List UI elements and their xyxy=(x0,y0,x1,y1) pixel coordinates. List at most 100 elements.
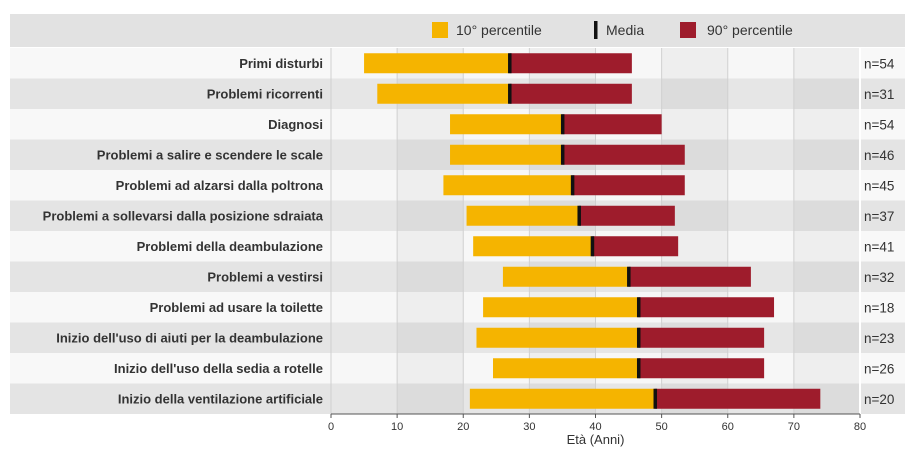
x-tick-label-0: 0 xyxy=(328,421,334,433)
mean-marker-1 xyxy=(508,53,512,74)
bar-p10-9 xyxy=(483,297,639,318)
plot-stripe xyxy=(331,200,398,231)
bar-p90-1 xyxy=(509,53,632,74)
n-label-10: n=23 xyxy=(864,331,894,346)
n-label-1: n=54 xyxy=(864,56,895,71)
plot-stripe xyxy=(793,139,860,170)
plot-stripe xyxy=(397,261,464,292)
bar-p10-2 xyxy=(377,83,510,104)
n-label-5: n=45 xyxy=(864,178,894,193)
legend-label-2: Media xyxy=(606,22,644,38)
bar-p90-11 xyxy=(638,358,765,379)
plot-stripe xyxy=(727,231,794,262)
mean-marker-5 xyxy=(570,175,575,196)
plot-stripe xyxy=(727,109,794,140)
bar-p10-12 xyxy=(469,388,656,409)
mean-marker-4 xyxy=(560,144,565,165)
plot-stripe xyxy=(661,48,728,79)
plot-stripe xyxy=(727,170,794,201)
legend-swatch-1 xyxy=(432,22,448,38)
bar-p90-5 xyxy=(572,175,685,196)
plot-stripe xyxy=(397,292,464,323)
plot-stripe xyxy=(727,200,794,231)
plot-stripe xyxy=(331,353,398,384)
plot-stripe xyxy=(793,353,860,384)
plot-stripe xyxy=(793,292,860,323)
legend-band xyxy=(10,14,905,47)
plot-stripe xyxy=(397,200,464,231)
mean-marker-2 xyxy=(508,83,512,104)
plot-stripe xyxy=(331,231,398,262)
plot-stripe xyxy=(331,109,398,140)
plot-stripe xyxy=(793,78,860,109)
bar-p90-3 xyxy=(562,114,662,135)
category-labels: Primi disturbi Problemi ricorrenti Diagnos… xyxy=(43,56,324,407)
category-label-2: Problemi ricorrenti xyxy=(207,86,323,101)
mean-marker-10 xyxy=(636,327,641,348)
plot-stripe xyxy=(727,48,794,79)
n-label-11: n=26 xyxy=(864,361,894,376)
x-tick-label-60: 60 xyxy=(722,421,734,433)
x-tick-label-20: 20 xyxy=(457,421,469,433)
legend-swatch-3 xyxy=(680,22,696,38)
plot-stripe xyxy=(331,383,398,414)
category-label-3: Diagnosi xyxy=(268,117,323,132)
mean-marker-9 xyxy=(636,297,641,318)
x-axis-title: Età (Anni) xyxy=(567,432,625,447)
category-label-1: Primi disturbi xyxy=(239,56,323,71)
plot-stripe xyxy=(793,231,860,262)
x-tick-label-70: 70 xyxy=(788,421,800,433)
bar-p10-5 xyxy=(443,175,573,196)
x-tick-label-50: 50 xyxy=(656,421,668,433)
bar-p10-4 xyxy=(450,144,563,165)
n-label-8: n=32 xyxy=(864,270,894,285)
bar-p10-11 xyxy=(493,358,639,379)
category-label-4: Problemi a salire e scendere le scale xyxy=(97,147,323,162)
mean-marker-11 xyxy=(636,358,641,379)
plot-stripe xyxy=(331,170,398,201)
mean-marker-12 xyxy=(653,388,658,409)
plot-stripe xyxy=(331,322,398,353)
plot-stripe xyxy=(661,109,728,140)
sample-size-labels: n=54 n=31 n=54 n=46 n=45 n=37 n=41 n=32 n=18 n=23… xyxy=(864,56,895,407)
category-label-10: Inizio dell'uso di aiuti per la deambula… xyxy=(56,330,323,345)
category-label-11: Inizio dell'uso della sedia a rotelle xyxy=(114,361,323,376)
x-tick-label-40: 40 xyxy=(589,421,601,433)
n-label-9: n=18 xyxy=(864,300,894,315)
plot-stripe xyxy=(331,292,398,323)
plot-stripe xyxy=(793,48,860,79)
category-label-6: Problemi a sollevarsi dalla posizione sd… xyxy=(43,208,324,223)
n-label-7: n=41 xyxy=(864,239,894,254)
bar-p90-4 xyxy=(562,144,685,165)
category-label-12: Inizio della ventilazione artificiale xyxy=(118,391,323,406)
plot-stripe xyxy=(793,322,860,353)
category-label-9: Problemi ad usare la toilette xyxy=(150,300,323,315)
bar-p90-8 xyxy=(628,266,751,287)
x-tick-label-30: 30 xyxy=(523,421,535,433)
plot-stripe xyxy=(397,383,464,414)
plot-stripe xyxy=(397,353,464,384)
bar-p10-3 xyxy=(450,114,563,135)
category-label-7: Problemi della deambulazione xyxy=(137,239,323,254)
mean-marker-6 xyxy=(577,205,581,226)
category-label-5: Problemi ad alzarsi dalla poltrona xyxy=(116,178,324,193)
mean-marker-8 xyxy=(627,266,631,287)
plot-stripe xyxy=(793,170,860,201)
bars xyxy=(364,53,821,409)
n-label-3: n=54 xyxy=(864,117,895,132)
bar-p90-6 xyxy=(578,205,675,226)
x-tick-label-80: 80 xyxy=(854,421,866,433)
bar-p90-2 xyxy=(509,83,632,104)
x-tick-label-10: 10 xyxy=(391,421,403,433)
plot-stripe xyxy=(397,231,464,262)
legend-swatch-2 xyxy=(594,21,598,39)
legend-label-1: 10° percentile xyxy=(456,22,542,38)
bar-p90-7 xyxy=(592,236,679,257)
mean-marker-3 xyxy=(560,114,565,135)
plot-stripe xyxy=(793,200,860,231)
plot-stripe xyxy=(331,261,398,292)
bar-p90-9 xyxy=(638,297,775,318)
plot-stripe xyxy=(793,261,860,292)
n-label-12: n=20 xyxy=(864,392,894,407)
